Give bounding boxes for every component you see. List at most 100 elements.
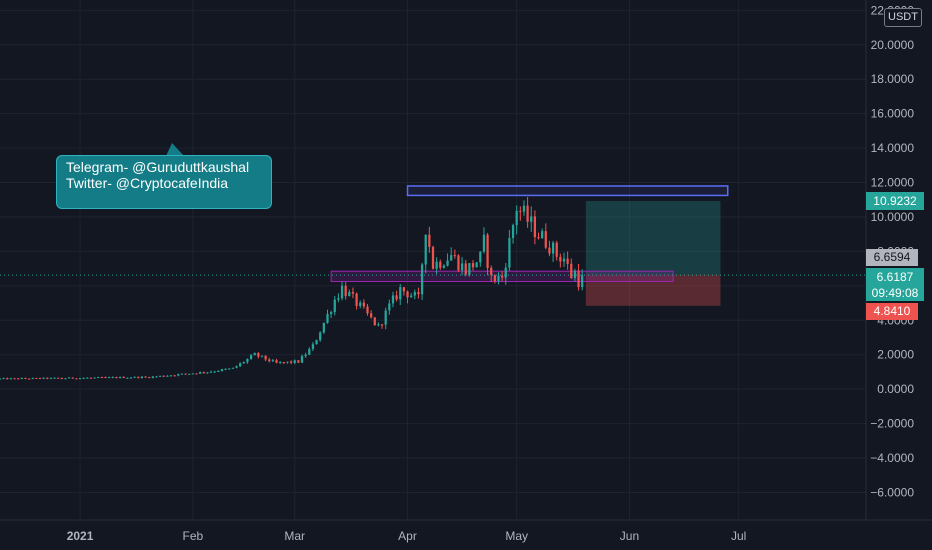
candle-body xyxy=(333,299,336,313)
y-tick-label: 10.0000 xyxy=(871,210,915,224)
y-tick-label: 2.0000 xyxy=(877,348,914,362)
candle-body xyxy=(388,303,391,311)
candle-body xyxy=(268,359,271,362)
candle-body xyxy=(42,377,45,379)
candle-body xyxy=(213,371,216,373)
candle-body xyxy=(137,376,140,378)
candle-body xyxy=(118,376,122,378)
candle-body xyxy=(293,360,296,363)
candle-body xyxy=(308,348,311,355)
candle-body xyxy=(75,378,78,380)
candle-body xyxy=(544,231,547,248)
candle-body xyxy=(464,263,467,275)
position-profit-zone[interactable] xyxy=(585,201,721,275)
last-close-tag xyxy=(866,249,918,266)
candle-body xyxy=(311,344,315,349)
current-price-tag xyxy=(866,268,924,301)
price-axis[interactable]: 22.000020.000018.000016.000014.000012.00… xyxy=(870,3,914,499)
currency-badge[interactable]: USDT xyxy=(884,8,922,27)
candle-body xyxy=(57,377,60,379)
candle-body xyxy=(191,373,194,375)
candle-body xyxy=(220,369,224,372)
candle-body xyxy=(82,377,85,379)
x-tick-label: Feb xyxy=(183,529,204,543)
candle-body xyxy=(504,267,507,278)
candle-body xyxy=(169,375,173,377)
resistance-box[interactable] xyxy=(406,185,729,197)
candle-body xyxy=(108,377,111,379)
candle-body xyxy=(224,368,227,370)
candle-body xyxy=(260,355,264,357)
candle-body xyxy=(133,376,136,378)
candle-body xyxy=(380,324,384,326)
candle-body xyxy=(235,366,238,368)
candle-body xyxy=(428,234,431,247)
candle-body xyxy=(519,210,522,212)
candle-body xyxy=(304,354,307,357)
candle-body xyxy=(162,375,165,377)
candle-body xyxy=(38,377,42,379)
candle-body xyxy=(460,263,464,271)
candle-body xyxy=(566,258,569,264)
candle-body xyxy=(551,242,555,254)
candle-body xyxy=(297,360,300,363)
candle-body xyxy=(188,373,191,375)
candle-body xyxy=(581,275,584,288)
time-axis[interactable]: 2021 Feb Mar Apr May Jun Jul xyxy=(67,529,747,543)
y-tick-label: 16.0000 xyxy=(871,107,915,121)
last-close-label: 6.6594 xyxy=(874,250,911,264)
candle-body xyxy=(148,376,151,378)
candle-body xyxy=(377,324,380,326)
candle-body xyxy=(431,246,435,269)
candle-body xyxy=(337,298,340,300)
bar-countdown-label: 09:49:08 xyxy=(872,286,919,300)
candle-body xyxy=(289,361,293,363)
social-callout[interactable]: Telegram- @Guruduttkaushal Twitter- @Cry… xyxy=(56,155,272,209)
candle-body xyxy=(410,295,413,298)
candle-body xyxy=(286,361,289,363)
candle-body xyxy=(2,378,5,380)
position-loss-zone[interactable] xyxy=(585,274,721,306)
candle-body xyxy=(282,362,285,364)
candle-body xyxy=(122,376,125,379)
y-tick-label: −6.0000 xyxy=(870,485,914,499)
x-tick-label: Jun xyxy=(620,529,639,543)
candle-body xyxy=(344,285,347,297)
candle-body xyxy=(184,373,187,375)
candle-body xyxy=(24,378,27,380)
candle-body xyxy=(217,371,220,373)
candle-body xyxy=(471,263,475,268)
price-axis-labels: 10.9232 6.6594 6.6187 09:49:08 4.8410 xyxy=(866,192,924,320)
candle-body xyxy=(511,225,515,239)
candle-body xyxy=(249,355,253,359)
candle-body xyxy=(49,377,53,379)
candle-body xyxy=(155,376,158,378)
candle-body xyxy=(202,372,205,374)
candle-body xyxy=(537,237,540,239)
candle-body xyxy=(300,356,304,363)
candle-body xyxy=(89,377,93,379)
y-tick-label: −2.0000 xyxy=(870,417,914,431)
candle-body xyxy=(9,378,13,380)
x-tick-label: Apr xyxy=(398,529,417,543)
candle-body xyxy=(173,375,176,377)
candle-body xyxy=(366,306,369,314)
candle-body xyxy=(395,295,398,300)
candle-body xyxy=(60,378,63,380)
candle-body xyxy=(562,258,566,262)
candle-body xyxy=(442,265,446,268)
candle-body xyxy=(319,332,322,341)
candle-body xyxy=(548,247,551,254)
stop-price-label: 4.8410 xyxy=(874,304,911,318)
candle-body xyxy=(71,377,74,379)
candle-body xyxy=(46,377,49,379)
candle-body xyxy=(271,360,275,362)
candle-body xyxy=(198,372,202,374)
target-price-tag xyxy=(866,192,924,210)
candle-body xyxy=(348,292,351,297)
candle-body xyxy=(329,312,333,314)
candle-body xyxy=(541,231,544,239)
candle-body xyxy=(253,353,256,356)
candle-body xyxy=(111,377,114,379)
